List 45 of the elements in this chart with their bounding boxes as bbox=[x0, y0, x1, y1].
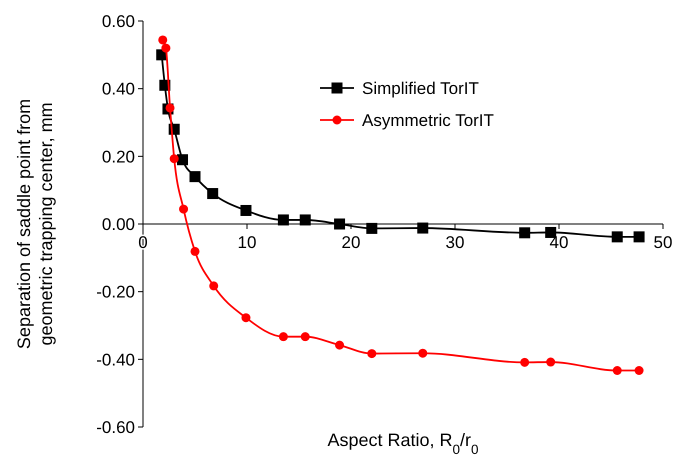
point bbox=[241, 313, 250, 322]
point bbox=[634, 366, 644, 375]
point bbox=[546, 358, 556, 367]
y-tick-label: -0.40 bbox=[96, 350, 135, 370]
y-tick-label: -0.60 bbox=[96, 418, 135, 437]
point bbox=[177, 154, 188, 166]
point bbox=[519, 227, 530, 238]
point bbox=[278, 214, 289, 226]
y-tick-label: 0.00 bbox=[102, 214, 135, 234]
point bbox=[190, 171, 200, 182]
x-axis-title: Aspect Ratio, R$_{0}$/r$_{0}$ bbox=[327, 430, 479, 456]
point bbox=[240, 204, 252, 216]
point bbox=[367, 349, 376, 358]
point bbox=[278, 332, 288, 342]
legend-label: Asymmetric TorIT bbox=[362, 110, 494, 130]
point bbox=[335, 340, 344, 350]
point bbox=[334, 218, 346, 230]
point bbox=[170, 154, 179, 164]
y-tick-label: -0.20 bbox=[96, 282, 135, 302]
y-tick-label: 0.20 bbox=[102, 147, 135, 166]
legend-label: Simplified TorIT bbox=[362, 78, 479, 98]
y-axis-title: Separation of saddle point from geometric trapping center, mm bbox=[14, 98, 56, 350]
x-tick-label: 30 bbox=[446, 233, 464, 252]
point bbox=[158, 35, 168, 44]
point bbox=[179, 204, 188, 214]
point bbox=[612, 366, 622, 375]
point bbox=[417, 222, 428, 234]
y-tick-label: 0.40 bbox=[102, 80, 135, 99]
point bbox=[634, 231, 645, 242]
x-tick-label: 10 bbox=[238, 233, 256, 252]
point bbox=[300, 214, 311, 226]
point bbox=[366, 222, 378, 234]
point bbox=[207, 188, 218, 200]
x-tick-label: 50 bbox=[654, 233, 672, 252]
x-tick-label: 20 bbox=[342, 233, 360, 252]
point bbox=[209, 281, 218, 290]
point bbox=[300, 332, 310, 342]
point bbox=[166, 103, 175, 112]
point bbox=[161, 44, 170, 53]
y-tick-label: 0.60 bbox=[102, 12, 135, 31]
point bbox=[612, 231, 623, 242]
point bbox=[418, 348, 428, 358]
point bbox=[190, 246, 200, 256]
x-tick-label: 40 bbox=[550, 233, 568, 252]
point bbox=[520, 358, 530, 367]
